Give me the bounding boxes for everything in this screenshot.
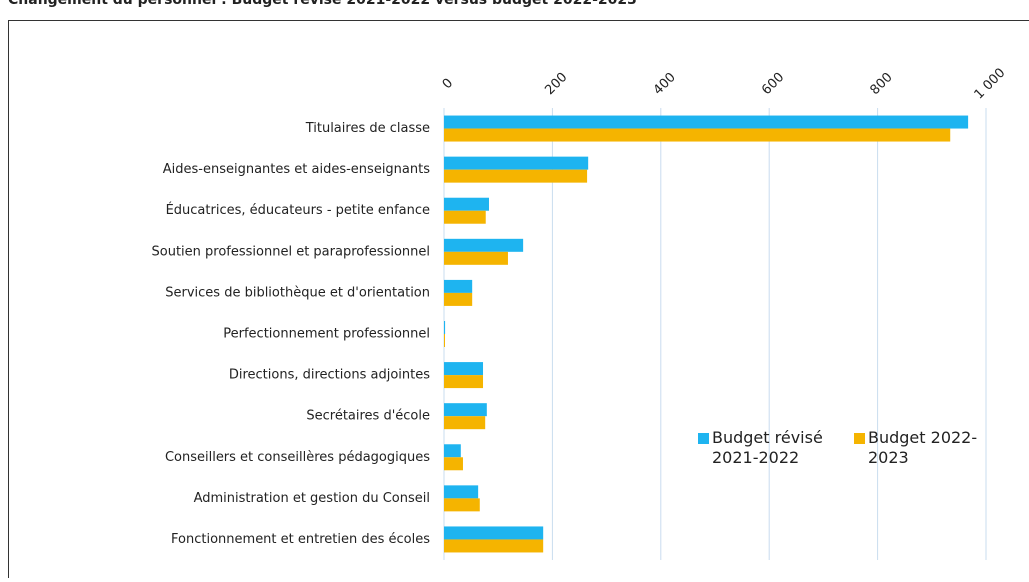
x-tick-label: 0 (440, 76, 456, 92)
x-tick-label: 1 000 (972, 66, 1009, 103)
legend-entry: Budget révisé 2021-2022 (698, 428, 840, 468)
y-tick-label: Soutien professionnel et paraprofessionn… (152, 244, 431, 259)
bar (444, 157, 588, 170)
bar (444, 280, 472, 293)
bar (444, 362, 483, 375)
chart-border (9, 21, 1029, 579)
y-tick-label: Éducatrices, éducateurs - petite enfance (166, 202, 430, 218)
legend-label: Budget 2022-2023 (868, 428, 996, 468)
legend-swatch (698, 433, 709, 444)
legend-entry: Budget 2022-2023 (854, 428, 996, 468)
bar (444, 129, 950, 142)
x-tick-label: 800 (868, 70, 896, 98)
bar (444, 170, 587, 183)
bar (444, 403, 487, 416)
bar (444, 252, 508, 265)
bar (444, 293, 472, 306)
y-tick-label: Titulaires de classe (305, 121, 430, 136)
bar (444, 211, 486, 224)
bar (444, 539, 543, 552)
bar (444, 375, 483, 388)
bar (444, 321, 445, 334)
bar (444, 498, 480, 511)
chart-title: Changement du personnel : Budget révisé … (8, 0, 637, 8)
bar (444, 239, 523, 252)
bar (444, 457, 463, 470)
y-tick-label: Conseillers et conseillères pédagogiques (165, 450, 430, 465)
bar (444, 334, 445, 347)
y-tick-label: Services de bibliothèque et d'orientatio… (165, 285, 430, 300)
bar (444, 526, 543, 539)
y-tick-label: Aides-enseignantes et aides-enseignants (163, 162, 430, 177)
y-tick-label: Administration et gestion du Conseil (194, 491, 430, 506)
bar (444, 198, 489, 211)
y-tick-label: Perfectionnement professionnel (223, 327, 430, 342)
bar (444, 444, 461, 457)
bar (444, 485, 478, 498)
y-tick-label: Directions, directions adjointes (229, 368, 430, 383)
x-tick-label: 400 (651, 70, 679, 98)
y-tick-label: Secrétaires d'école (306, 409, 430, 424)
legend-swatch (854, 433, 865, 444)
y-tick-label: Fonctionnement et entretien des écoles (171, 532, 430, 547)
x-tick-label: 200 (542, 70, 570, 98)
bar (444, 116, 968, 129)
legend-label: Budget révisé 2021-2022 (712, 428, 840, 468)
bar (444, 416, 485, 429)
x-tick-label: 600 (759, 70, 787, 98)
legend: Budget révisé 2021-2022 Budget 2022-2023 (698, 428, 996, 468)
